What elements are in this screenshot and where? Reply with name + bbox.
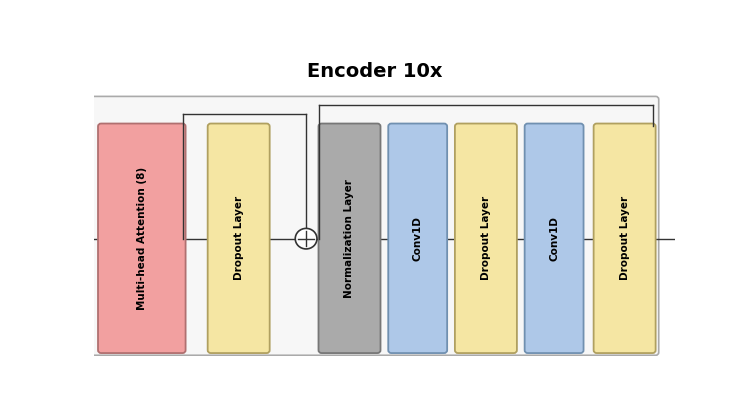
- FancyBboxPatch shape: [525, 124, 584, 353]
- Text: Conv1D: Conv1D: [549, 216, 559, 261]
- FancyBboxPatch shape: [319, 124, 380, 353]
- FancyBboxPatch shape: [594, 124, 656, 353]
- FancyBboxPatch shape: [455, 124, 517, 353]
- FancyBboxPatch shape: [91, 96, 658, 355]
- Text: Multi-head Attention (8): Multi-head Attention (8): [136, 167, 147, 310]
- Text: Dropout Layer: Dropout Layer: [620, 196, 630, 280]
- FancyBboxPatch shape: [98, 124, 185, 353]
- Text: Dropout Layer: Dropout Layer: [234, 196, 244, 280]
- Text: Normalization Layer: Normalization Layer: [344, 179, 355, 298]
- Circle shape: [296, 228, 317, 249]
- Text: Encoder 10x: Encoder 10x: [307, 62, 442, 81]
- FancyBboxPatch shape: [208, 124, 270, 353]
- Text: Dropout Layer: Dropout Layer: [481, 196, 491, 280]
- Text: Conv1D: Conv1D: [413, 216, 423, 261]
- FancyBboxPatch shape: [388, 124, 447, 353]
